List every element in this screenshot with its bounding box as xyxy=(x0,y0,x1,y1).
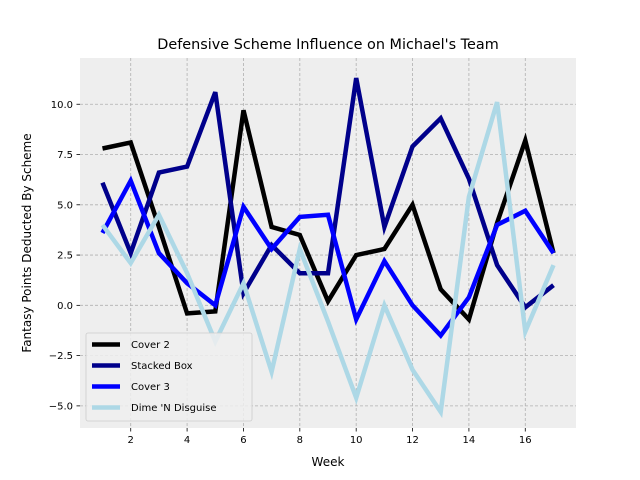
series-line-dime-n-disguise xyxy=(100,101,556,419)
x-tick-label: 4 xyxy=(184,435,190,446)
legend-label-dime-n-disguise: Dime 'N Disguise xyxy=(131,403,216,414)
y-tick-label: 0.0 xyxy=(57,301,73,312)
y-tick-label: 5.0 xyxy=(57,200,73,211)
x-tick-label: 8 xyxy=(297,435,303,446)
x-tick-label: 2 xyxy=(128,435,134,446)
x-axis-ticks: 2 4 6 8 10 12 14 16 xyxy=(128,428,532,446)
series-line-stacked-box xyxy=(100,77,555,311)
y-tick-label: 10.0 xyxy=(51,100,73,111)
x-tick-label: 10 xyxy=(350,435,363,446)
legend-label-stacked-box: Stacked Box xyxy=(131,361,193,372)
y-tick-label: −2.5 xyxy=(49,351,73,362)
y-tick-label: 7.5 xyxy=(57,150,73,161)
legend: Cover 2 Stacked Box Cover 3 Dime 'N Disguis… xyxy=(85,332,253,422)
y-tick-label: −5.0 xyxy=(49,401,73,412)
y-axis-ticks: −5.0 −2.5 0.0 2.5 5.0 7.5 10.0 xyxy=(49,100,80,412)
legend-label-cover-3: Cover 3 xyxy=(131,382,170,393)
chart-title: Defensive Scheme Influence on Michael's … xyxy=(157,37,498,53)
legend-box xyxy=(85,332,253,422)
x-tick-label: 6 xyxy=(240,435,246,446)
legend-label-cover-2: Cover 2 xyxy=(131,340,170,351)
x-axis-label: Week xyxy=(312,455,345,469)
series-line-cover-3 xyxy=(100,175,556,340)
x-tick-label: 12 xyxy=(406,435,419,446)
y-axis-label: Fantasy Points Deducted By Scheme xyxy=(20,133,34,352)
x-tick-label: 16 xyxy=(519,435,532,446)
y-tick-label: 2.5 xyxy=(57,251,73,262)
x-tick-label: 14 xyxy=(463,435,476,446)
series-lines xyxy=(100,77,556,419)
series-line-cover-2 xyxy=(102,109,556,324)
